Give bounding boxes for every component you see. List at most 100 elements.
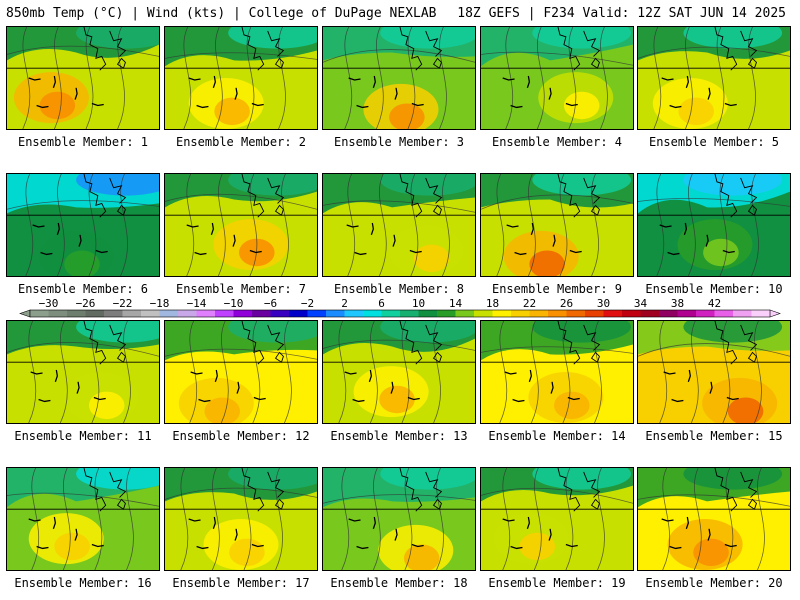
colorbar-swatch (122, 310, 142, 317)
colorbar-tick-label: 14 (449, 297, 463, 310)
colorbar-swatch (85, 310, 105, 317)
colorbar-swatch (418, 310, 438, 317)
colorbar-swatch (178, 310, 197, 317)
colorbar-swatch (326, 310, 345, 317)
colorbar-tick-label: 18 (486, 297, 499, 310)
colorbar-tick-label: −10 (224, 297, 244, 310)
colorbar-swatch (30, 310, 49, 317)
ensemble-member-label: Ensemble Member: 17 (172, 576, 310, 590)
ensemble-member-label: Ensemble Member: 15 (645, 429, 783, 443)
ensemble-member-label: Ensemble Member: 1 (17, 135, 149, 149)
colorbar-swatch (733, 310, 752, 317)
colorbar-swatch (640, 310, 660, 317)
colorbar-swatch (474, 310, 493, 317)
colorbar-swatch (215, 310, 234, 317)
colorbar-swatch (492, 310, 512, 317)
ensemble-member-map (637, 320, 791, 424)
ensemble-member-label: Ensemble Member: 5 (648, 135, 780, 149)
colorbar-tick-label: −14 (187, 297, 207, 310)
ensemble-member-map (6, 26, 160, 130)
ensemble-member-map (637, 173, 791, 277)
colorbar-swatch (511, 310, 530, 317)
colorbar-swatch (751, 310, 771, 317)
ensemble-member-label: Ensemble Member: 11 (14, 429, 152, 443)
colorbar-swatch (677, 310, 697, 317)
colorbar-tick-label: −2 (301, 297, 314, 310)
ensemble-member-label: Ensemble Member: 3 (333, 135, 465, 149)
colorbar-tick-label: 10 (412, 297, 425, 310)
colorbar-tick-label: −26 (76, 297, 96, 310)
colorbar-swatch (289, 310, 308, 317)
colorbar-swatch (529, 310, 549, 317)
model-run-info: 18Z GEFS | F234 Valid: 12Z SAT JUN 14 20… (457, 6, 786, 21)
ensemble-member-map (6, 320, 160, 424)
ensemble-member-label: Ensemble Member: 4 (491, 135, 623, 149)
colorbar-swatch (437, 310, 456, 317)
colorbar-swatch (48, 310, 68, 317)
colorbar-swatch (696, 310, 715, 317)
colorbar-swatch (196, 310, 216, 317)
ensemble-member-map (480, 467, 634, 571)
ensemble-member-map (6, 467, 160, 571)
map-title: 850mb Temp (°C) | Wind (kts) | College o… (6, 6, 437, 21)
colorbar-swatch (307, 310, 327, 317)
colorbar-swatch (659, 310, 678, 317)
colorbar-swatch (455, 310, 475, 317)
ensemble-member-label: Ensemble Member: 19 (488, 576, 626, 590)
ensemble-member-label: Ensemble Member: 9 (491, 282, 623, 296)
colorbar-swatch (252, 310, 271, 317)
colorbar-swatch (400, 310, 419, 317)
ensemble-member-map (164, 173, 318, 277)
ensemble-member-map (322, 467, 476, 571)
colorbar-swatch (104, 310, 123, 317)
ensemble-member-label: Ensemble Member: 16 (14, 576, 152, 590)
colorbar-tick-label: −30 (39, 297, 59, 310)
colorbar-tick-label: 6 (378, 297, 385, 310)
colorbar-swatch (622, 310, 641, 317)
colorbar-tick-label: 30 (597, 297, 610, 310)
ensemble-member-label: Ensemble Member: 8 (333, 282, 465, 296)
ensemble-member-map (164, 467, 318, 571)
ensemble-member-map (637, 26, 791, 130)
colorbar-swatch (344, 310, 364, 317)
ensemble-member-label: Ensemble Member: 12 (172, 429, 310, 443)
ensemble-member-label: Ensemble Member: 14 (488, 429, 626, 443)
colorbar-tick-label: 26 (560, 297, 573, 310)
ensemble-member-map (164, 26, 318, 130)
colorbar-min-arrow (19, 309, 31, 318)
colorbar-swatch (714, 310, 734, 317)
colorbar-swatch (270, 310, 290, 317)
ensemble-member-map (637, 467, 791, 571)
ensemble-member-label: Ensemble Member: 20 (645, 576, 783, 590)
ensemble-member-map (164, 320, 318, 424)
colorbar-tick-label: −6 (264, 297, 277, 310)
ensemble-member-label: Ensemble Member: 2 (175, 135, 307, 149)
ensemble-member-label: Ensemble Member: 10 (645, 282, 783, 296)
colorbar-swatch (603, 310, 623, 317)
colorbar-swatch (67, 310, 86, 317)
ensemble-member-map (322, 173, 476, 277)
colorbar-swatch (566, 310, 586, 317)
ensemble-member-map (480, 320, 634, 424)
ensemble-member-label: Ensemble Member: 6 (17, 282, 149, 296)
colorbar-tick-label: 38 (671, 297, 684, 310)
colorbar-swatch (381, 310, 401, 317)
colorbar-swatch (363, 310, 382, 317)
colorbar-swatch (141, 310, 160, 317)
temperature-colorbar: −30 −26 −22 −18 −14 −10 −6 −2 2 6 10 14 18 22 26 30 34 38… (12, 296, 788, 322)
ensemble-member-label: Ensemble Member: 7 (175, 282, 307, 296)
ensemble-member-label: Ensemble Member: 18 (330, 576, 468, 590)
colorbar-max-arrow (769, 309, 781, 318)
colorbar-tick-label: −22 (113, 297, 133, 310)
ensemble-member-label: Ensemble Member: 13 (330, 429, 468, 443)
ensemble-member-map (322, 26, 476, 130)
colorbar-swatch (548, 310, 567, 317)
ensemble-member-map (6, 173, 160, 277)
colorbar-swatch (233, 310, 253, 317)
colorbar-tick-label: 42 (708, 297, 721, 310)
ensemble-member-map (322, 320, 476, 424)
colorbar-tick-label: −18 (150, 297, 170, 310)
colorbar-swatch (159, 310, 179, 317)
colorbar-tick-label: 22 (523, 297, 536, 310)
colorbar-swatch (585, 310, 604, 317)
